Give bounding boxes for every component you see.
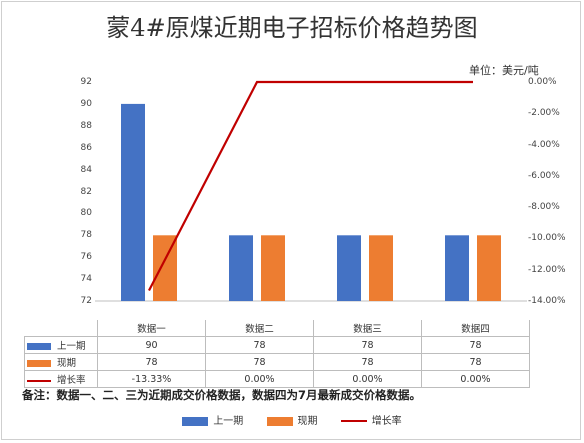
legend-label: 增长率 <box>371 416 402 427</box>
bar <box>261 235 285 301</box>
category-label: 数据四 <box>421 320 530 337</box>
chart-legend: 上一期 现期 增长率 <box>0 412 584 427</box>
legend-label: 现期 <box>297 416 318 427</box>
bar <box>121 103 145 302</box>
table-cell: 78 <box>205 336 314 354</box>
y-tick-label: 86 <box>80 142 92 153</box>
series-swatch-icon <box>27 379 51 382</box>
series-legend-cell: 增长率 <box>24 370 98 388</box>
chart-title: 蒙4#原煤近期电子招标价格趋势图 <box>106 14 478 42</box>
footnote: 备注：数据一、二、三为近期成交价格数据，数据四为7月最新成交价格数据。 <box>22 388 421 402</box>
y2-tick-label: 0.00% <box>528 77 557 87</box>
table-cell: 0.00% <box>205 370 314 388</box>
y2-tick-label: -4.00% <box>528 139 560 150</box>
table-cell: -13.33% <box>97 370 206 388</box>
y-tick-label: 76 <box>80 252 92 263</box>
bar <box>445 235 469 301</box>
table-cell: 78 <box>313 353 422 371</box>
bar <box>477 235 501 301</box>
table-row: 现期 78 78 78 78 <box>24 353 530 371</box>
legend-swatch-icon <box>266 416 293 426</box>
category-label: 数据一 <box>97 320 206 337</box>
legend-item: 上一期 <box>182 412 243 427</box>
table-row: 上一期 90 78 78 78 <box>24 336 530 354</box>
bar <box>229 235 253 301</box>
table-cell: 78 <box>421 353 530 371</box>
series-swatch-icon <box>27 343 51 350</box>
legend-item: 现期 <box>266 412 318 427</box>
y2-tick-label: -2.00% <box>528 108 560 119</box>
series-swatch-icon <box>27 360 51 367</box>
table-row: 增长率 -13.33% 0.00% 0.00% 0.00% <box>24 370 530 388</box>
legend-label: 上一期 <box>213 416 244 427</box>
category-label: 数据二 <box>205 320 314 337</box>
table-cell: 78 <box>205 353 314 371</box>
y-tick-label: 90 <box>80 98 92 109</box>
table-cell: 78 <box>313 336 422 354</box>
table-header-row: 数据一 数据二 数据三 数据四 <box>24 320 530 337</box>
bar <box>369 235 393 301</box>
y-tick-label: 74 <box>80 274 92 285</box>
y2-tick-label: -8.00% <box>528 202 560 213</box>
series-name: 现期 <box>57 358 77 369</box>
y-tick-label: 84 <box>80 164 92 175</box>
table-cell: 0.00% <box>421 370 530 388</box>
legend-swatch-icon <box>340 420 367 422</box>
series-line <box>148 80 473 292</box>
y2-tick-label: -12.00% <box>528 264 566 275</box>
table-cell: 90 <box>97 336 206 354</box>
table-cell: 78 <box>421 336 530 354</box>
legend-item: 增长率 <box>340 412 402 427</box>
bar <box>337 235 361 301</box>
y2-tick-label: -14.00% <box>528 296 566 306</box>
table-corner <box>24 320 98 337</box>
y-tick-label: 92 <box>80 77 92 87</box>
y-tick-label: 80 <box>80 208 92 219</box>
category-label: 数据三 <box>313 320 422 337</box>
y-tick-label: 78 <box>80 230 92 241</box>
y2-tick-label: -6.00% <box>528 170 560 181</box>
legend-swatch-icon <box>182 416 209 426</box>
series-legend-cell: 上一期 <box>24 336 98 354</box>
y-tick-label: 88 <box>80 120 92 131</box>
table-cell: 78 <box>97 353 206 371</box>
data-table: 数据一 数据二 数据三 数据四 上一期 90 78 78 78 现期 78 78… <box>24 320 530 388</box>
y-tick-label: 72 <box>80 296 92 306</box>
series-legend-cell: 现期 <box>24 353 98 371</box>
y2-tick-label: -10.00% <box>528 233 566 244</box>
series-name: 上一期 <box>57 341 86 352</box>
table-cell: 0.00% <box>313 370 422 388</box>
y-tick-label: 82 <box>80 186 92 197</box>
unit-label: 单位：美元/吨 <box>469 64 539 77</box>
series-name: 增长率 <box>57 375 86 386</box>
